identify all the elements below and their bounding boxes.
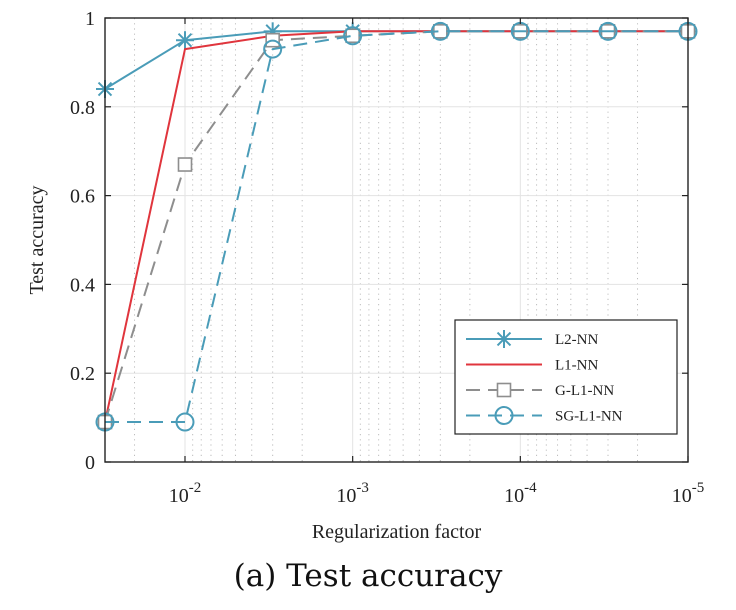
y-tick-label: 1 xyxy=(85,8,95,30)
x-tick-label: 10-5 xyxy=(672,480,705,507)
legend-label: L2-NN xyxy=(555,332,598,348)
y-axis-title: Test accuracy xyxy=(26,185,48,294)
series-line xyxy=(104,30,688,423)
y-tick-label: 0.6 xyxy=(70,186,95,208)
asterisk-marker xyxy=(495,330,513,348)
x-tick-label: 10-3 xyxy=(336,480,369,507)
circle-marker xyxy=(343,26,363,46)
y-tick-label: 0 xyxy=(85,452,95,474)
series-sg-l1-nn xyxy=(95,21,698,432)
x-tick-label: 10-2 xyxy=(169,480,202,507)
legend-entry: L1-NN xyxy=(466,358,598,374)
circle-marker xyxy=(263,39,283,59)
circle-marker xyxy=(598,21,618,41)
marker-stroke xyxy=(496,331,512,347)
chart: 0 0.2 0.4 0.6 0.8 1 10-2 10-3 10-4 10-5 Regulariz… xyxy=(0,0,736,550)
plot-frame xyxy=(104,17,689,463)
series-line xyxy=(104,30,688,423)
square-marker xyxy=(177,157,193,172)
series-layer xyxy=(95,21,698,432)
legend-label: L1-NN xyxy=(555,358,598,374)
legend-entry: SG-L1-NN xyxy=(466,406,623,425)
legend: L2-NN L1-NN G-L1-NN SG-L1-NN xyxy=(454,319,678,435)
chart-background xyxy=(0,0,736,550)
circle-marker xyxy=(175,412,195,432)
legend-entry: G-L1-NN xyxy=(466,382,614,399)
x-tick-label: 10-4 xyxy=(504,480,537,507)
square-marker xyxy=(496,382,512,398)
marker-stroke xyxy=(177,33,193,48)
x-axis-title: Regularization factor xyxy=(312,521,482,543)
series-line xyxy=(105,30,688,423)
circle-marker xyxy=(494,406,514,425)
y-tick-label: 0.2 xyxy=(70,363,95,385)
y-tick-label: 0.8 xyxy=(70,97,95,119)
series-l1-nn xyxy=(104,30,688,423)
figure-caption: (a) Test accuracy xyxy=(233,558,503,594)
legend-label: SG-L1-NN xyxy=(555,409,623,425)
circle-marker xyxy=(430,21,450,41)
y-tick-label: 0.4 xyxy=(70,274,95,296)
legend-label: G-L1-NN xyxy=(555,383,614,399)
ticks: 0 0.2 0.4 0.6 0.8 1 10-2 10-3 10-4 10-5 xyxy=(70,8,704,507)
asterisk-marker xyxy=(175,31,194,50)
legend-entry: L2-NN xyxy=(466,330,598,348)
